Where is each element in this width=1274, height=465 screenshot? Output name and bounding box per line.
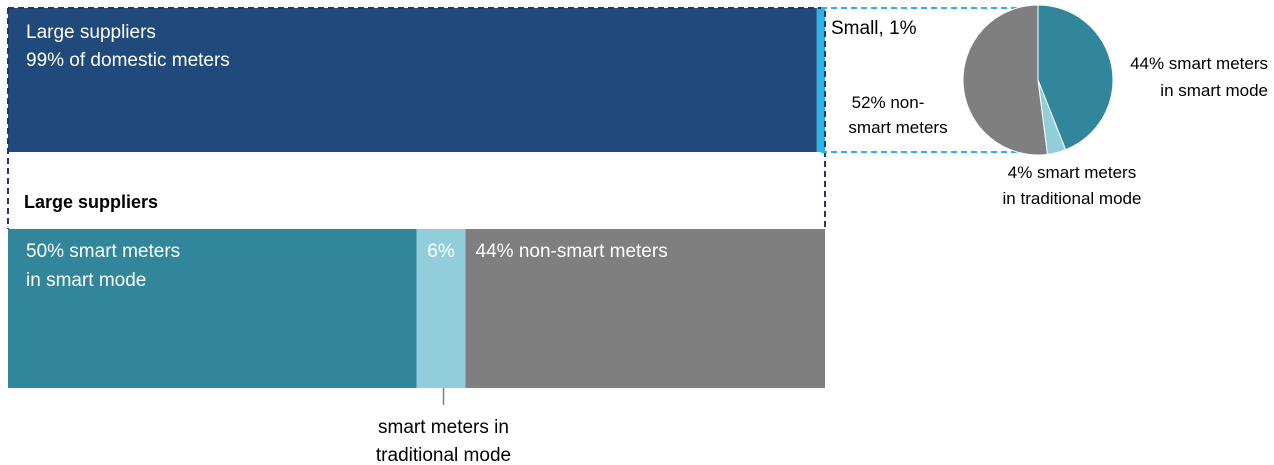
pie-label-non-smart-line2: smart meters: [848, 118, 947, 137]
pie-slice-smart-mode: [1037, 4, 1114, 151]
pie-label-smart-mode: 44% smart meters: [1130, 54, 1268, 73]
breakdown-title: Large suppliers: [24, 192, 158, 212]
pie-label-smart-mode-line2: in smart mode: [1160, 81, 1268, 100]
label-large-suppliers: Large suppliers: [26, 22, 156, 43]
label-non-smart: 44% non-smart meters: [476, 241, 668, 262]
pie-label-non-smart: 52% non-: [852, 93, 925, 112]
pie-slice-non-smart: [962, 4, 1048, 156]
label-smart-mode-line2: in smart mode: [26, 270, 146, 291]
label-traditional-mode-callout-line2: traditional mode: [376, 445, 511, 465]
pie-outline: [821, 7, 1040, 153]
label-smart-mode: 50% smart meters: [26, 241, 180, 262]
pie-label-traditional-mode-line2: in traditional mode: [1003, 189, 1142, 208]
label-traditional-mode-value: 6%: [427, 241, 455, 262]
bar-non-smart: [465, 229, 825, 388]
breakdown-outline: [7, 7, 826, 229]
label-large-suppliers-share: 99% of domestic meters: [26, 50, 230, 71]
pie-label-traditional-mode: 4% smart meters: [1008, 163, 1136, 182]
bar-small-suppliers: [816, 8, 825, 152]
bar-smart-mode: [8, 229, 417, 388]
bar-traditional-mode: [416, 229, 466, 388]
label-small-suppliers: Small, 1%: [831, 18, 917, 39]
label-traditional-mode-callout: smart meters in: [378, 417, 509, 438]
bar-large-suppliers: [8, 8, 817, 152]
